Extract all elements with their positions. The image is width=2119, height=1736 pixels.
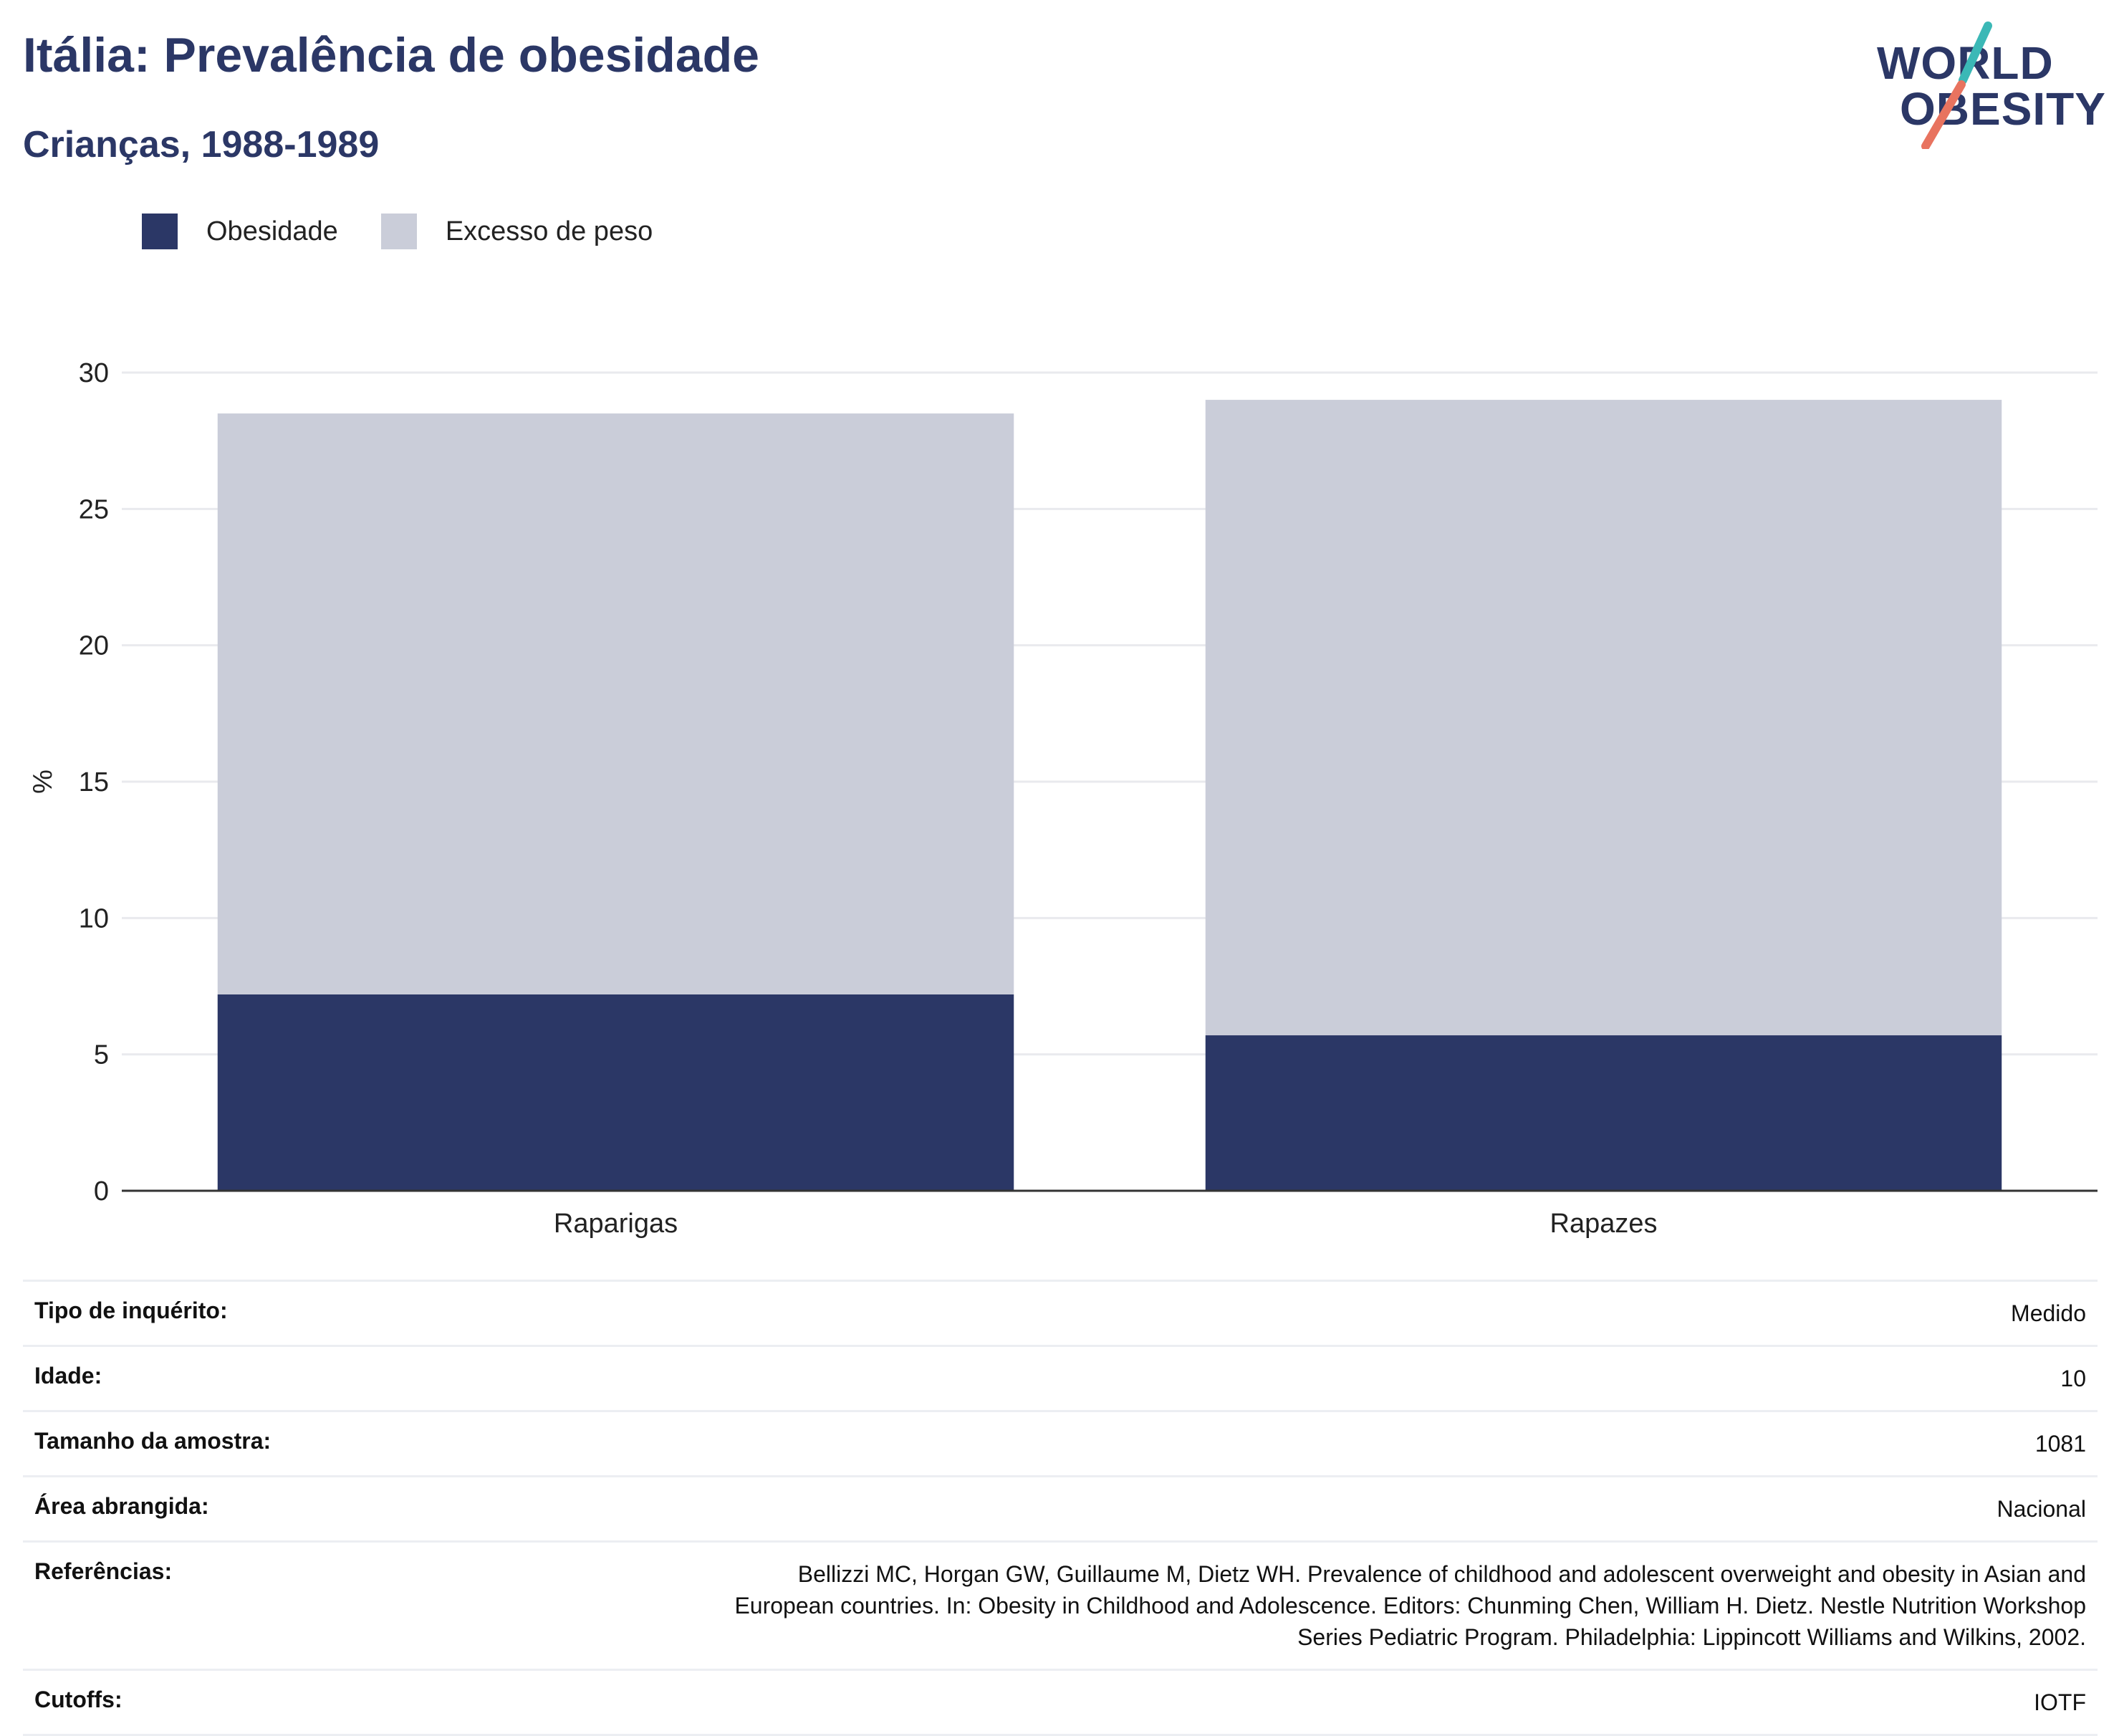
y-tick-label: 30 [79, 358, 109, 388]
info-label: Idade: [23, 1345, 547, 1411]
y-tick-label: 5 [94, 1040, 109, 1070]
survey-info-table: Tipo de inquérito: Medido Idade: 10 Tama… [23, 1280, 2098, 1736]
y-tick-label: 10 [79, 903, 109, 934]
info-row-referencias: Referências: Bellizzi MC, Horgan GW, Gui… [23, 1540, 2098, 1670]
y-tick-label: 0 [94, 1176, 109, 1207]
reference-line: Bellizzi MC, Horgan GW, Guillaume M, Die… [797, 1561, 2086, 1587]
y-tick-label: 15 [79, 767, 109, 797]
info-value: Medido [547, 1280, 2098, 1346]
info-label: Área abrangida: [23, 1475, 547, 1542]
legend-label-obesidade: Obesidade [206, 216, 338, 246]
info-value: IOTF [547, 1669, 2098, 1736]
x-tick-label: Raparigas [554, 1209, 678, 1239]
info-value-references: Bellizzi MC, Horgan GW, Guillaume M, Die… [547, 1540, 2098, 1670]
info-value: 1081 [547, 1410, 2098, 1477]
chart-legend: Obesidade Excesso de peso [142, 214, 696, 249]
legend-swatch-obesidade [142, 214, 178, 249]
x-tick-label: Rapazes [1550, 1209, 1658, 1239]
page-subtitle: Crianças, 1988-1989 [23, 124, 380, 166]
info-label: Tamanho da amostra: [23, 1410, 547, 1477]
legend-swatch-excesso-de-peso [380, 214, 417, 249]
world-obesity-logo: WORLD OBESITY [1877, 20, 2106, 149]
info-row-tipo: Tipo de inquérito: Medido [23, 1280, 2098, 1346]
y-tick-label: 25 [79, 494, 109, 524]
logo-slash-icon [1921, 21, 1992, 149]
info-value: Nacional [547, 1475, 2098, 1542]
info-label: Cutoffs: [23, 1669, 547, 1736]
bar-excesso-de-peso [1205, 400, 2002, 1036]
info-row-area: Área abrangida: Nacional [23, 1475, 2098, 1542]
reference-line: European countries. In: Obesity in Child… [734, 1593, 2086, 1618]
bar-excesso-de-peso [217, 413, 1014, 994]
reference-line: Series Pediatric Program. Philadelphia: … [1297, 1624, 2086, 1650]
info-row-idade: Idade: 10 [23, 1345, 2098, 1411]
info-row-amostra: Tamanho da amostra: 1081 [23, 1410, 2098, 1477]
legend-label-excesso-de-peso: Excesso de peso [445, 216, 653, 246]
info-label: Referências: [23, 1540, 547, 1670]
legend-item-excesso-de-peso: Excesso de peso [380, 214, 653, 249]
page-title: Itália: Prevalência de obesidade [23, 28, 760, 82]
y-axis-label: % [28, 769, 58, 794]
info-row-cutoffs: Cutoffs: IOTF [23, 1669, 2098, 1736]
stacked-bar-chart: 0 5 10 15 20 25 30% Raparigas Rapazes [28, 358, 2098, 1239]
info-label: Tipo de inquérito: [23, 1280, 547, 1346]
info-value: 10 [547, 1345, 2098, 1411]
legend-item-obesidade: Obesidade [142, 214, 338, 249]
bar-obesidade [1205, 1035, 2002, 1191]
y-tick-label: 20 [79, 631, 109, 661]
bar-obesidade [217, 994, 1014, 1191]
